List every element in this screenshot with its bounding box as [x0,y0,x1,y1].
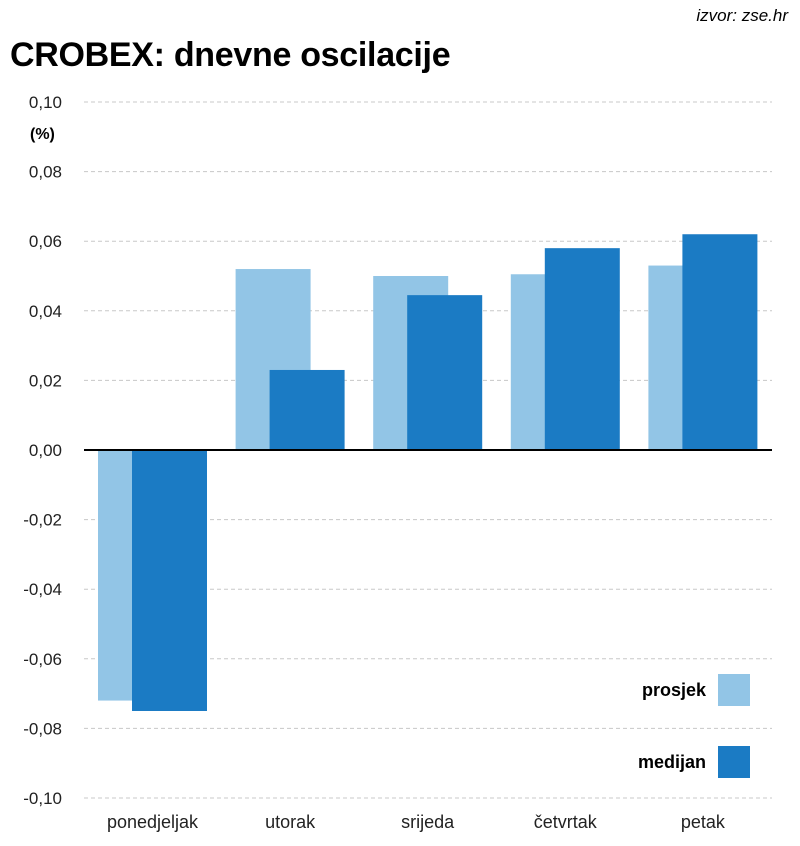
y-axis-ticks: 0,10 0,08 0,06 0,04 0,02 0,00 -0,02 -0,04 -0,06 -… [23,93,62,808]
x-tick-label: srijeda [401,812,455,832]
legend-label-medijan: medijan [638,752,706,772]
legend: prosjek medijan [638,674,750,778]
y-tick-label: -0,08 [23,719,62,738]
x-tick-label: petak [681,812,726,832]
y-tick-label: 0,08 [29,163,62,182]
chart-title: CROBEX: dnevne oscilacije [10,36,451,74]
x-axis-labels: ponedjeljak utorak srijeda četvrtak petak [107,812,726,832]
bar-medijan-4 [682,234,758,450]
x-tick-label: četvrtak [534,812,598,832]
legend-swatch-medijan [718,746,750,778]
y-tick-label: 0,00 [29,441,62,460]
bar-medijan-1 [269,369,345,450]
bars [98,234,758,711]
x-tick-label: utorak [265,812,316,832]
x-tick-label: ponedjeljak [107,812,199,832]
y-tick-label: 0,10 [29,93,62,112]
y-tick-label: -0,04 [23,580,62,599]
y-tick-label: -0,06 [23,650,62,669]
bar-medijan-2 [407,295,483,450]
source-note: izvor: zse.hr [696,6,788,25]
legend-label-prosjek: prosjek [642,680,707,700]
bar-medijan-3 [544,248,620,450]
y-tick-label: 0,06 [29,232,62,251]
y-axis-unit: (%) [30,126,55,143]
legend-swatch-prosjek [718,674,750,706]
y-tick-label: 0,04 [29,302,62,321]
y-tick-label: -0,02 [23,511,62,530]
y-tick-label: -0,10 [23,789,62,808]
bar-medijan-0 [132,450,207,711]
y-tick-label: 0,02 [29,371,62,390]
